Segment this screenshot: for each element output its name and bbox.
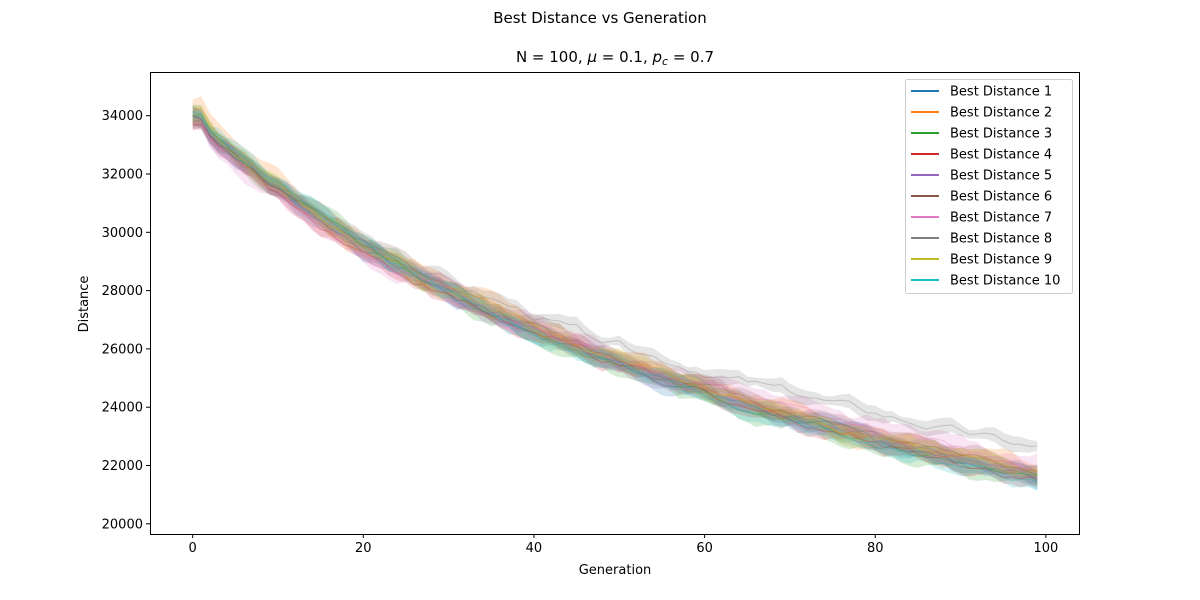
title-p: = 0.7 [668,48,715,66]
line-series-5 [192,115,1038,479]
band-series-7 [192,115,1038,481]
y-tick-label: 34000 [102,109,143,124]
line-series-7 [192,120,1038,470]
legend-entry: Best Distance 8 [950,232,1052,247]
y-axis-label: Distance [77,276,92,333]
y-tick-label: 28000 [102,284,143,299]
line-series-8 [192,120,1038,447]
legend-entry: Best Distance 10 [950,274,1060,289]
chart-suptitle: Best Distance vs Generation [493,9,707,27]
x-tick-label: 60 [696,541,713,556]
axes-title: N = 100, μ = 0.1, pc = 0.7 [150,48,1080,68]
legend-entry: Best Distance 5 [950,169,1052,184]
y-tick-label: 26000 [102,342,143,357]
x-tick-label: 100 [1033,541,1058,556]
x-tick-label: 40 [526,541,543,556]
legend-entry: Best Distance 4 [950,148,1052,163]
y-axis: 20000 22000 24000 26000 28000 30000 32000 34000 [102,109,150,532]
legend-entry: Best Distance 7 [950,211,1052,226]
axes-frame [150,72,1080,535]
title-mu-symbol: μ [587,48,597,66]
legend-entry: Best Distance 2 [950,106,1052,121]
line-series-9 [192,114,1038,476]
line-series-2 [192,107,1038,472]
x-tick-label: 0 [189,541,197,556]
legend-entry: Best Distance 9 [950,253,1052,268]
line-series-10 [192,112,1038,483]
y-tick-label: 20000 [102,517,143,532]
confidence-bands [192,96,1038,491]
line-series-1 [192,114,1038,482]
title-n: N = 100, [515,48,588,66]
line-series-3 [192,114,1038,477]
legend-entry: Best Distance 3 [950,127,1052,142]
band-series-1 [192,110,1038,491]
x-tick-label: 80 [867,541,884,556]
y-tick-label: 32000 [102,168,143,183]
x-axis: 0 20 40 60 80 100 [189,534,1058,556]
legend-box [905,79,1073,294]
x-axis-label: Generation [579,563,652,578]
title-p-subscript: c [662,55,669,68]
band-series-6 [192,105,1038,484]
y-tick-label: 24000 [102,401,143,416]
y-tick-label: 22000 [102,459,143,474]
line-series-4 [192,124,1038,480]
title-p-symbol: p [652,48,663,66]
legend-entry: Best Distance 6 [950,190,1052,205]
band-series-8 [192,113,1038,453]
series-lines [192,107,1038,483]
line-series-6 [192,114,1038,476]
x-tick-label: 20 [355,541,372,556]
legend: Best Distance 1 Best Distance 2 Best Dista… [905,79,1073,294]
legend-entry: Best Distance 1 [950,85,1052,100]
y-tick-label: 30000 [102,226,143,241]
title-mu: = 0.1, [596,48,653,66]
